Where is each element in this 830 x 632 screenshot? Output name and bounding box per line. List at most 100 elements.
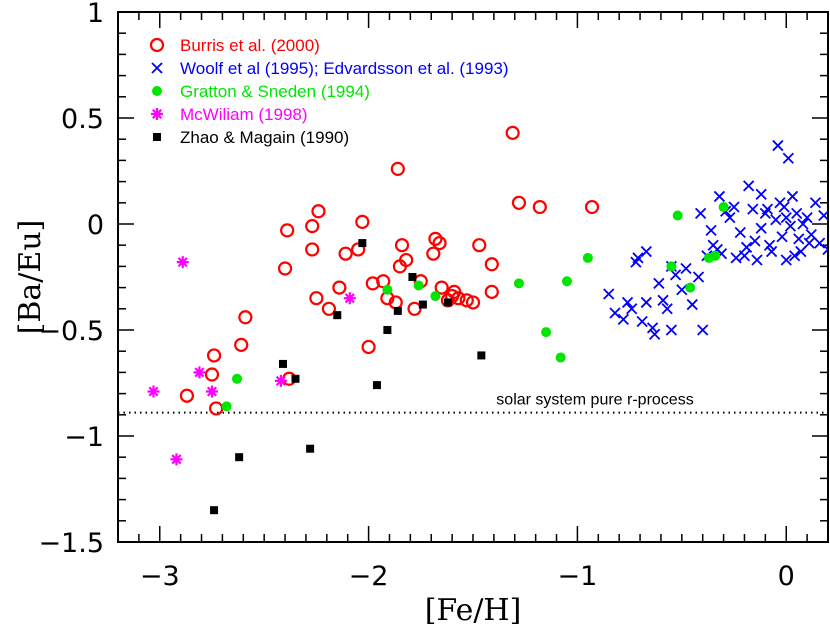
data-point: [505, 125, 520, 140]
data-point: [646, 322, 659, 334]
x-tick-label: −1: [558, 561, 598, 592]
data-point: [776, 231, 788, 243]
data-point: [763, 239, 776, 251]
series-2: [603, 139, 828, 340]
data-point: [426, 246, 441, 261]
data-point: [204, 367, 220, 382]
data-point: [621, 296, 634, 309]
data-point: [321, 301, 337, 316]
data-point: [676, 284, 688, 296]
data-point: [743, 180, 755, 192]
data-point: [372, 381, 381, 390]
series-5: [210, 239, 486, 515]
data-point: [636, 315, 648, 328]
data-point: [795, 245, 807, 258]
x-tick-label: 0: [778, 561, 795, 592]
data-point: [443, 298, 452, 307]
data-point: [311, 204, 326, 219]
data-points: [147, 125, 828, 515]
data-point: [234, 337, 249, 352]
data-point: [672, 210, 683, 221]
data-point: [361, 339, 376, 355]
data-point: [740, 241, 753, 253]
data-point: [694, 207, 707, 220]
data-point: [780, 212, 792, 224]
data-point: [532, 199, 547, 215]
data-point: [749, 235, 761, 247]
data-point: [805, 228, 817, 241]
data-point: [755, 188, 767, 200]
data-point: [459, 293, 474, 308]
data-point: [710, 250, 721, 261]
legend-entry: Gratton & Sneden (1994): [152, 82, 370, 101]
data-point: [305, 219, 320, 234]
legend-entry: Woolf et al (1995); Edvardsson et al. (1…: [151, 59, 509, 78]
data-point: [451, 291, 466, 306]
legend-marker: [151, 108, 163, 120]
legend-marker: [151, 62, 163, 74]
axis-tick-labels: −3 −2 −1 0 −1.5 −1 −0.5 0 0.5 1: [38, 0, 794, 592]
data-point: [778, 201, 790, 213]
data-point: [333, 311, 342, 320]
data-point: [238, 310, 253, 325]
data-point: [147, 385, 160, 398]
legend-entry: Burris et al. (2000): [149, 36, 320, 55]
data-point: [210, 506, 219, 515]
data-point: [393, 306, 402, 315]
y-axis-title: [Ba/Eu]: [13, 220, 48, 335]
x-axis-title: [Fe/H]: [425, 593, 522, 628]
data-point: [358, 239, 367, 248]
data-point: [747, 203, 759, 215]
data-point: [626, 303, 638, 315]
data-point: [555, 352, 566, 363]
data-point: [176, 256, 189, 269]
data-point: [780, 254, 792, 266]
data-point: [755, 222, 767, 234]
data-point: [793, 233, 805, 245]
data-point: [394, 238, 410, 253]
data-point: [666, 261, 677, 272]
data-point: [809, 197, 822, 209]
data-point: [697, 324, 709, 336]
data-point: [351, 242, 366, 257]
data-point: [343, 292, 356, 305]
data-point: [179, 388, 195, 403]
data-point: [280, 223, 295, 238]
data-point: [511, 195, 527, 210]
data-point: [205, 385, 218, 398]
legend-label: Zhao & Magain (1990): [180, 128, 349, 147]
data-point: [661, 303, 673, 315]
legend-label: McWiliam (1998): [180, 105, 308, 124]
data-point: [765, 245, 778, 258]
series-1: [179, 125, 600, 416]
data-point: [784, 220, 797, 232]
data-point: [309, 291, 324, 306]
legend-marker: [152, 86, 162, 96]
data-point: [338, 246, 353, 261]
data-point: [399, 252, 414, 268]
data-point: [761, 203, 774, 215]
data-point: [803, 237, 815, 249]
data-point: [584, 199, 600, 215]
data-point: [418, 300, 427, 309]
data-point: [801, 212, 813, 224]
legend-entry: Zhao & Magain (1990): [153, 128, 349, 147]
data-point: [430, 291, 441, 302]
solar-system-r-process-label: solar system pure r-process: [496, 392, 693, 409]
data-point: [582, 252, 593, 263]
data-point: [274, 374, 287, 387]
data-point: [603, 288, 615, 300]
data-point: [728, 201, 740, 213]
data-point: [541, 327, 552, 338]
data-point: [484, 257, 499, 272]
data-point: [751, 254, 763, 266]
data-point: [390, 161, 405, 176]
series-4: [147, 256, 356, 466]
data-point: [472, 238, 487, 253]
legend-label: Burris et al. (2000): [180, 36, 320, 55]
data-point: [206, 348, 222, 363]
data-point: [432, 235, 447, 251]
data-point: [738, 250, 751, 262]
axis-ticks: [117, 11, 829, 543]
